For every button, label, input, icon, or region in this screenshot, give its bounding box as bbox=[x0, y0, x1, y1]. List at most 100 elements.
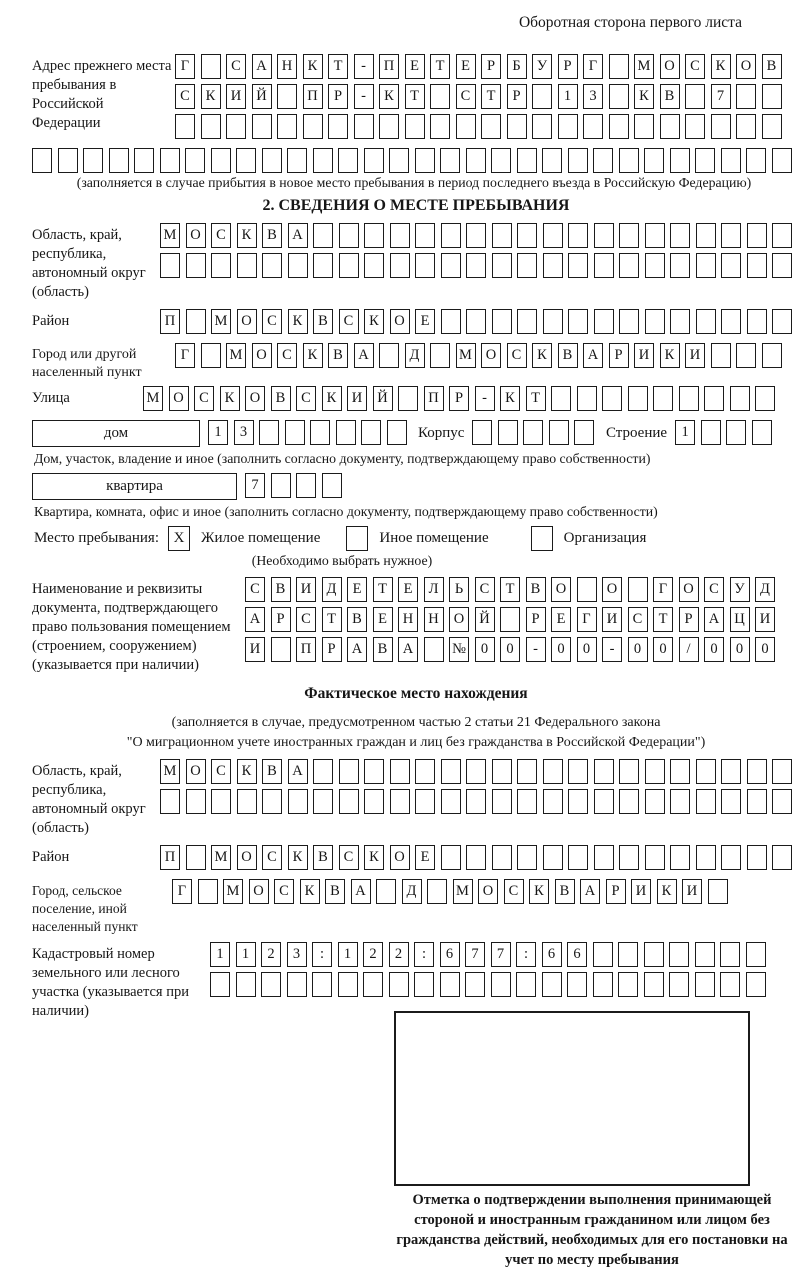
char-box[interactable]: Д bbox=[321, 577, 342, 602]
char-box[interactable]: А bbox=[347, 637, 367, 662]
char-box[interactable]: Д bbox=[755, 577, 775, 602]
char-box[interactable] bbox=[643, 972, 664, 997]
char-box[interactable]: 6 bbox=[567, 942, 587, 967]
char-box[interactable]: О bbox=[602, 577, 622, 602]
char-box[interactable] bbox=[517, 223, 537, 248]
char-box[interactable] bbox=[313, 789, 333, 814]
char-box[interactable]: К bbox=[321, 386, 342, 411]
char-box[interactable]: 0 bbox=[755, 637, 775, 662]
char-box[interactable]: А bbox=[580, 879, 600, 904]
char-box[interactable]: В bbox=[372, 637, 393, 662]
char-box[interactable] bbox=[491, 253, 512, 278]
char-box[interactable] bbox=[608, 84, 629, 109]
char-box[interactable] bbox=[440, 789, 461, 814]
char-box[interactable]: М bbox=[452, 879, 473, 904]
char-box[interactable] bbox=[746, 759, 767, 784]
char-box[interactable]: В bbox=[328, 343, 348, 368]
char-box[interactable] bbox=[726, 420, 747, 445]
char-box[interactable] bbox=[328, 114, 348, 139]
char-box[interactable] bbox=[338, 253, 359, 278]
char-box[interactable]: О bbox=[185, 759, 206, 784]
char-box[interactable]: Г bbox=[576, 607, 597, 632]
char-box[interactable] bbox=[159, 148, 180, 173]
char-box[interactable]: С bbox=[296, 386, 316, 411]
char-box[interactable] bbox=[746, 789, 767, 814]
char-box[interactable] bbox=[386, 420, 407, 445]
char-box[interactable] bbox=[618, 148, 639, 173]
char-box[interactable] bbox=[542, 309, 563, 334]
char-box[interactable] bbox=[695, 789, 716, 814]
char-box[interactable] bbox=[627, 577, 648, 602]
char-box[interactable] bbox=[517, 253, 537, 278]
char-box[interactable]: К bbox=[379, 84, 399, 109]
char-box[interactable] bbox=[466, 223, 486, 248]
char-box[interactable]: Й bbox=[474, 607, 495, 632]
char-box[interactable] bbox=[644, 845, 665, 870]
char-box[interactable] bbox=[134, 148, 154, 173]
char-box[interactable]: 0 bbox=[653, 637, 673, 662]
char-box[interactable] bbox=[516, 972, 536, 997]
char-box[interactable] bbox=[653, 386, 673, 411]
char-box[interactable]: 1 bbox=[235, 942, 256, 967]
char-box[interactable]: П bbox=[423, 386, 444, 411]
char-box[interactable]: Г bbox=[172, 879, 192, 904]
char-box[interactable]: 7 bbox=[710, 84, 731, 109]
char-box[interactable]: Б bbox=[506, 54, 527, 79]
char-box[interactable]: Т bbox=[500, 577, 520, 602]
char-box[interactable] bbox=[376, 879, 396, 904]
char-box[interactable]: Г bbox=[175, 343, 195, 368]
char-box[interactable]: П bbox=[379, 54, 399, 79]
char-box[interactable] bbox=[695, 845, 716, 870]
char-box[interactable] bbox=[771, 148, 792, 173]
char-box[interactable]: Е bbox=[455, 54, 476, 79]
char-box[interactable]: О bbox=[251, 343, 272, 368]
char-box[interactable]: М bbox=[143, 386, 163, 411]
char-box[interactable]: О bbox=[168, 386, 189, 411]
char-box[interactable]: К bbox=[287, 845, 308, 870]
char-box[interactable] bbox=[695, 223, 716, 248]
char-box[interactable]: 1 bbox=[208, 420, 228, 445]
char-box[interactable] bbox=[568, 309, 588, 334]
char-box[interactable] bbox=[364, 759, 384, 784]
char-box[interactable] bbox=[627, 386, 648, 411]
char-box[interactable] bbox=[389, 759, 410, 784]
char-box[interactable]: Р bbox=[481, 54, 501, 79]
char-box[interactable] bbox=[185, 309, 206, 334]
char-box[interactable]: С bbox=[503, 879, 524, 904]
char-box[interactable] bbox=[284, 420, 305, 445]
char-box[interactable] bbox=[57, 148, 78, 173]
char-box[interactable] bbox=[236, 148, 256, 173]
char-box[interactable] bbox=[670, 223, 690, 248]
char-box[interactable] bbox=[542, 759, 563, 784]
char-box[interactable]: А bbox=[398, 637, 418, 662]
char-box[interactable] bbox=[517, 759, 537, 784]
char-box[interactable] bbox=[557, 114, 578, 139]
char-box[interactable] bbox=[491, 309, 512, 334]
char-box[interactable]: В bbox=[262, 223, 282, 248]
char-box[interactable] bbox=[313, 223, 333, 248]
char-box[interactable]: Е bbox=[398, 577, 418, 602]
char-box[interactable] bbox=[415, 759, 435, 784]
char-box[interactable] bbox=[669, 148, 690, 173]
char-box[interactable] bbox=[440, 253, 461, 278]
char-box[interactable] bbox=[746, 148, 766, 173]
char-box[interactable]: И bbox=[347, 386, 367, 411]
char-box[interactable] bbox=[185, 789, 206, 814]
char-box[interactable]: 7 bbox=[465, 942, 485, 967]
char-box[interactable] bbox=[710, 114, 731, 139]
char-box[interactable]: О bbox=[389, 845, 410, 870]
char-box[interactable]: - bbox=[474, 386, 495, 411]
char-box[interactable]: С bbox=[277, 343, 297, 368]
char-box[interactable] bbox=[363, 972, 383, 997]
char-box[interactable] bbox=[548, 420, 569, 445]
char-box[interactable] bbox=[694, 972, 715, 997]
char-box[interactable] bbox=[517, 789, 537, 814]
char-box[interactable] bbox=[415, 253, 435, 278]
char-box[interactable] bbox=[695, 309, 716, 334]
char-box[interactable] bbox=[670, 309, 690, 334]
char-box[interactable]: И bbox=[685, 343, 705, 368]
char-box[interactable] bbox=[338, 148, 358, 173]
char-box[interactable] bbox=[721, 223, 741, 248]
char-box[interactable] bbox=[491, 148, 511, 173]
char-box[interactable] bbox=[440, 223, 461, 248]
